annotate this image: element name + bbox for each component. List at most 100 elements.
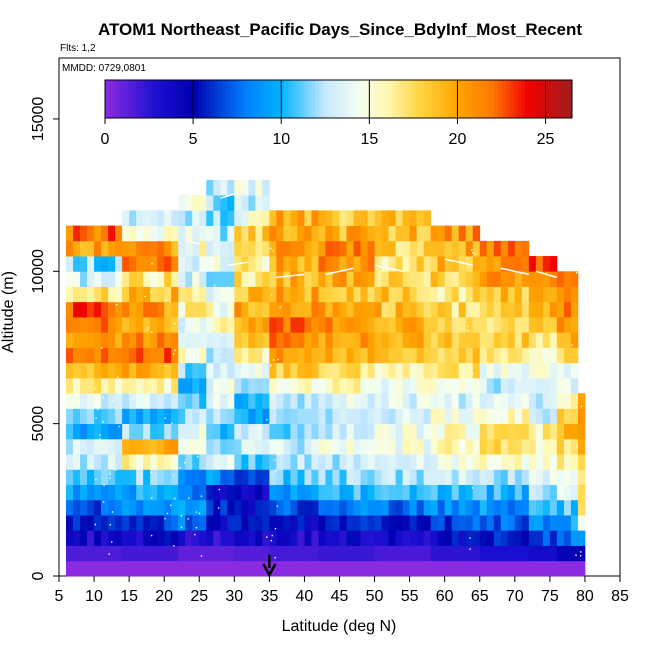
- heatmap-cell: [318, 240, 326, 257]
- heatmap-cell: [276, 454, 284, 470]
- heatmap-cell: [248, 225, 256, 242]
- heatmap-cell: [199, 210, 207, 226]
- heatmap-cell: [479, 362, 488, 379]
- heatmap-cell: [563, 408, 572, 425]
- flight-track-segment: [227, 261, 249, 266]
- flight-track-point: [274, 459, 276, 461]
- heatmap-cell: [80, 362, 88, 379]
- heatmap-cell: [570, 271, 579, 287]
- heatmap-cell: [360, 240, 368, 257]
- heatmap-cell: [388, 530, 396, 546]
- heatmap-cell: [479, 256, 488, 272]
- heatmap-cell: [374, 347, 382, 364]
- heatmap-cell: [164, 438, 172, 455]
- heatmap-cell: [402, 271, 411, 287]
- heatmap-cell: [465, 240, 474, 257]
- heatmap-cell: [304, 362, 312, 379]
- heatmap-cell: [213, 423, 221, 440]
- heatmap-cell: [339, 286, 347, 303]
- heatmap-cell: [486, 423, 495, 440]
- heatmap-cell: [94, 393, 102, 409]
- heatmap-cell: [269, 317, 277, 333]
- heatmap-cell: [269, 393, 277, 409]
- heatmap-cell: [374, 362, 382, 379]
- heatmap-cell: [535, 545, 544, 562]
- heatmap-cell: [206, 317, 214, 333]
- heatmap-cell: [570, 362, 579, 379]
- heatmap-cell: [514, 515, 523, 531]
- heatmap-cell: [444, 362, 453, 379]
- heatmap-cell: [325, 393, 333, 409]
- heatmap-cells: [66, 179, 586, 577]
- heatmap-cell: [94, 515, 102, 531]
- heatmap-cell: [262, 195, 270, 211]
- heatmap-cell: [528, 362, 537, 379]
- heatmap-cell: [444, 393, 453, 409]
- heatmap-cell: [388, 347, 396, 364]
- heatmap-cell: [73, 377, 81, 394]
- heatmap-cell: [332, 301, 340, 318]
- heatmap-cell: [101, 240, 109, 257]
- heatmap-cell: [157, 423, 165, 440]
- heatmap-cell: [409, 545, 418, 562]
- heatmap-cell: [283, 362, 291, 379]
- heatmap-cell: [451, 408, 460, 425]
- colorbar-swatch: [396, 80, 402, 118]
- flight-track-point: [98, 400, 100, 402]
- heatmap-cell: [493, 438, 502, 455]
- heatmap-cell: [437, 271, 446, 287]
- heatmap-cell: [108, 469, 116, 485]
- heatmap-cell: [143, 530, 151, 546]
- heatmap-cell: [297, 499, 305, 516]
- heatmap-cell: [423, 408, 432, 425]
- flight-track-point: [267, 440, 270, 443]
- heatmap-cell: [549, 286, 558, 303]
- heatmap-cell: [465, 560, 474, 577]
- heatmap-cell: [220, 347, 228, 364]
- heatmap-cell: [521, 499, 530, 516]
- heatmap-cell: [577, 408, 586, 425]
- colorbar-swatch: [186, 80, 192, 118]
- heatmap-cell: [178, 393, 186, 409]
- heatmap-cell: [374, 438, 382, 455]
- heatmap-cell: [178, 454, 186, 470]
- flight-track-point: [151, 263, 153, 265]
- heatmap-cell: [549, 362, 558, 379]
- flight-track-point: [111, 463, 113, 466]
- heatmap-cell: [535, 347, 544, 364]
- heatmap-cell: [549, 271, 558, 287]
- heatmap-cell: [528, 332, 537, 348]
- heatmap-cell: [94, 438, 102, 455]
- heatmap-cell: [423, 256, 432, 272]
- heatmap-cell: [157, 256, 165, 272]
- heatmap-cell: [101, 377, 109, 394]
- heatmap-cell: [451, 377, 460, 394]
- heatmap-cell: [129, 499, 137, 516]
- heatmap-cell: [255, 484, 263, 501]
- heatmap-cell: [535, 408, 544, 425]
- heatmap-cell: [311, 271, 319, 287]
- heatmap-cell: [185, 301, 193, 318]
- heatmap-cell: [528, 301, 537, 318]
- heatmap-cell: [479, 286, 488, 303]
- heatmap-cell: [528, 560, 537, 577]
- heatmap-cell: [549, 530, 558, 546]
- heatmap-cell: [388, 377, 396, 394]
- heatmap-cell: [444, 515, 453, 531]
- heatmap-cell: [332, 225, 340, 242]
- heatmap-cell: [262, 377, 270, 394]
- heatmap-cell: [87, 484, 95, 501]
- colorbar-swatch: [206, 80, 211, 118]
- heatmap-cell: [346, 499, 354, 516]
- heatmap-cell: [416, 271, 425, 287]
- flight-track-point: [220, 350, 222, 353]
- heatmap-cell: [479, 271, 488, 287]
- flight-track-point: [164, 517, 166, 520]
- heatmap-cell: [500, 317, 509, 333]
- heatmap-cell: [297, 225, 305, 242]
- heatmap-cell: [521, 271, 530, 287]
- heatmap-cell: [507, 408, 516, 425]
- heatmap-cell: [423, 499, 432, 516]
- heatmap-cell: [304, 499, 312, 516]
- heatmap-cell: [115, 362, 123, 379]
